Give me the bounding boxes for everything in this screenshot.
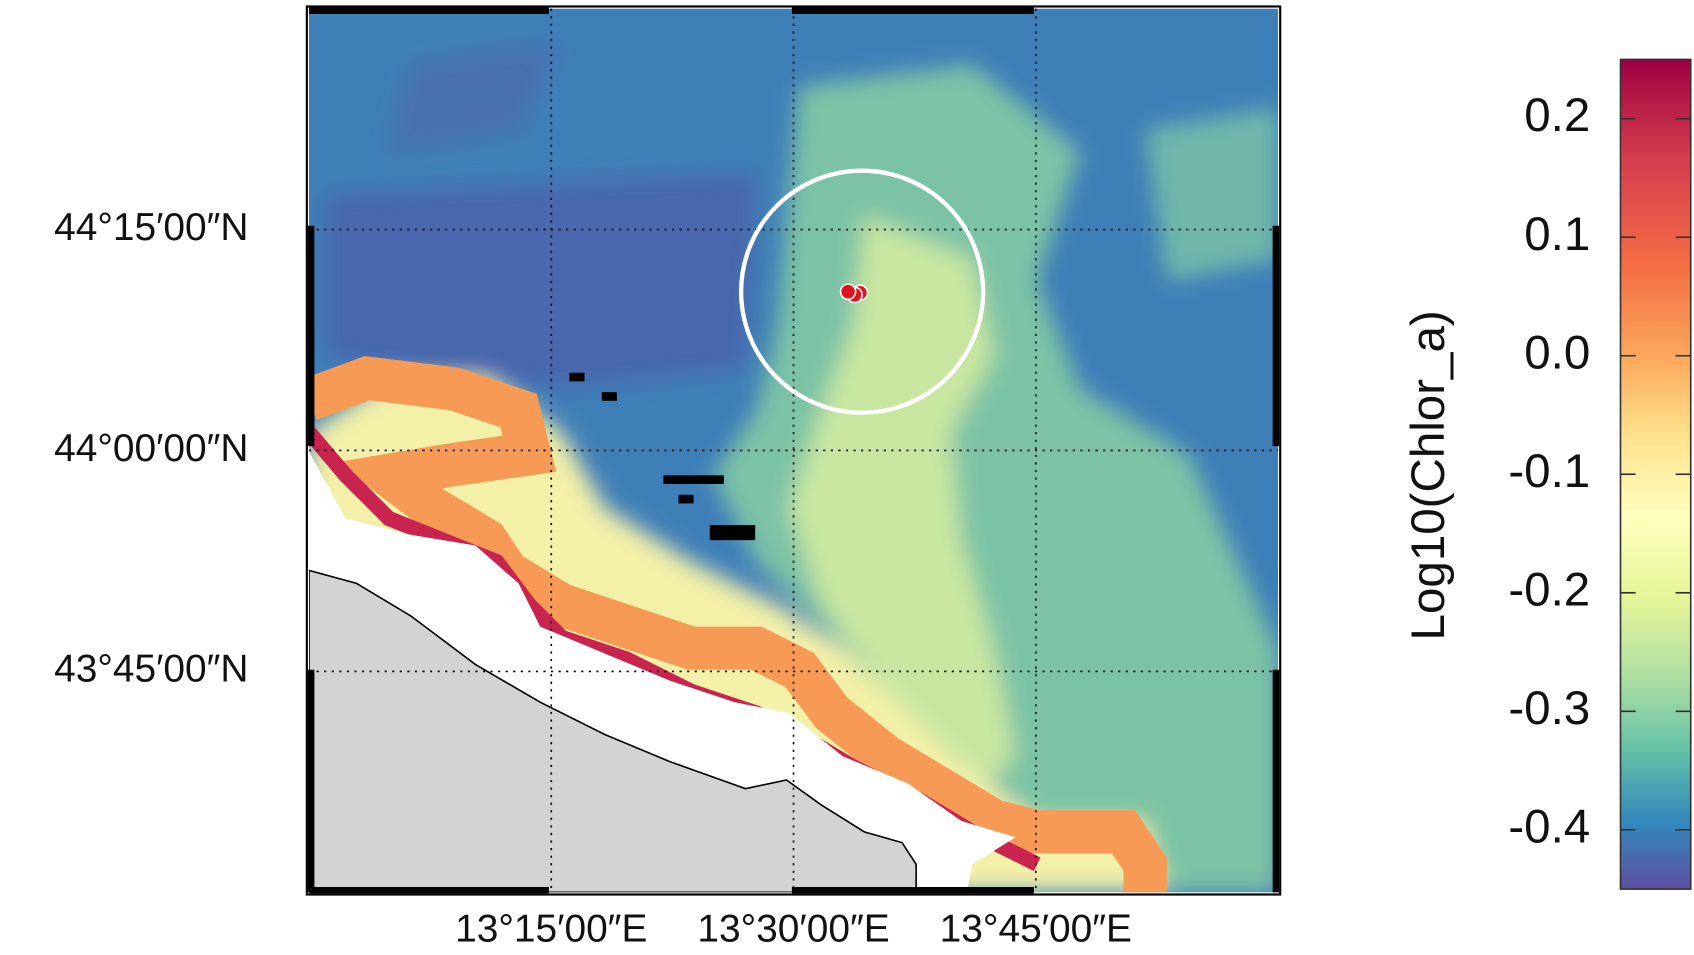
colorbar-tick-label: -0.4 [1508, 800, 1590, 853]
colorbar-tick-label: -0.3 [1508, 682, 1590, 735]
y-tick-label: 44°15′00″N [54, 206, 248, 249]
colorbar-tick-label: 0.0 [1524, 326, 1590, 379]
no-data-pixel [678, 494, 694, 504]
colorbar-tick-label: -0.2 [1508, 563, 1590, 616]
no-data-pixel [601, 392, 617, 401]
x-tick-label: 13°15′00″E [455, 907, 647, 950]
highlight-circle [738, 168, 986, 415]
graticule [309, 8, 1279, 893]
chlorophyll-field [309, 8, 1279, 893]
y-tick-label: 43°45′00″N [54, 648, 248, 691]
no-data-pixel [663, 475, 724, 484]
sample-point [839, 283, 857, 301]
x-tick-label: 13°30′00″E [697, 907, 889, 950]
y-tick-label: 44°00′00″N [54, 427, 248, 470]
x-tick-label: 13°45′00″E [940, 907, 1132, 950]
land [309, 569, 917, 893]
no-data-pixel [709, 525, 756, 541]
no-data-pixel [569, 372, 585, 382]
colorbar-tick-label: -0.1 [1508, 445, 1590, 498]
colorbar-tick-label: 0.1 [1524, 208, 1590, 261]
colorbar-label: Log10(Chlor_a) [1402, 310, 1455, 640]
map-frame [305, 5, 1282, 896]
colorbar-tick-label: 0.2 [1524, 89, 1590, 142]
